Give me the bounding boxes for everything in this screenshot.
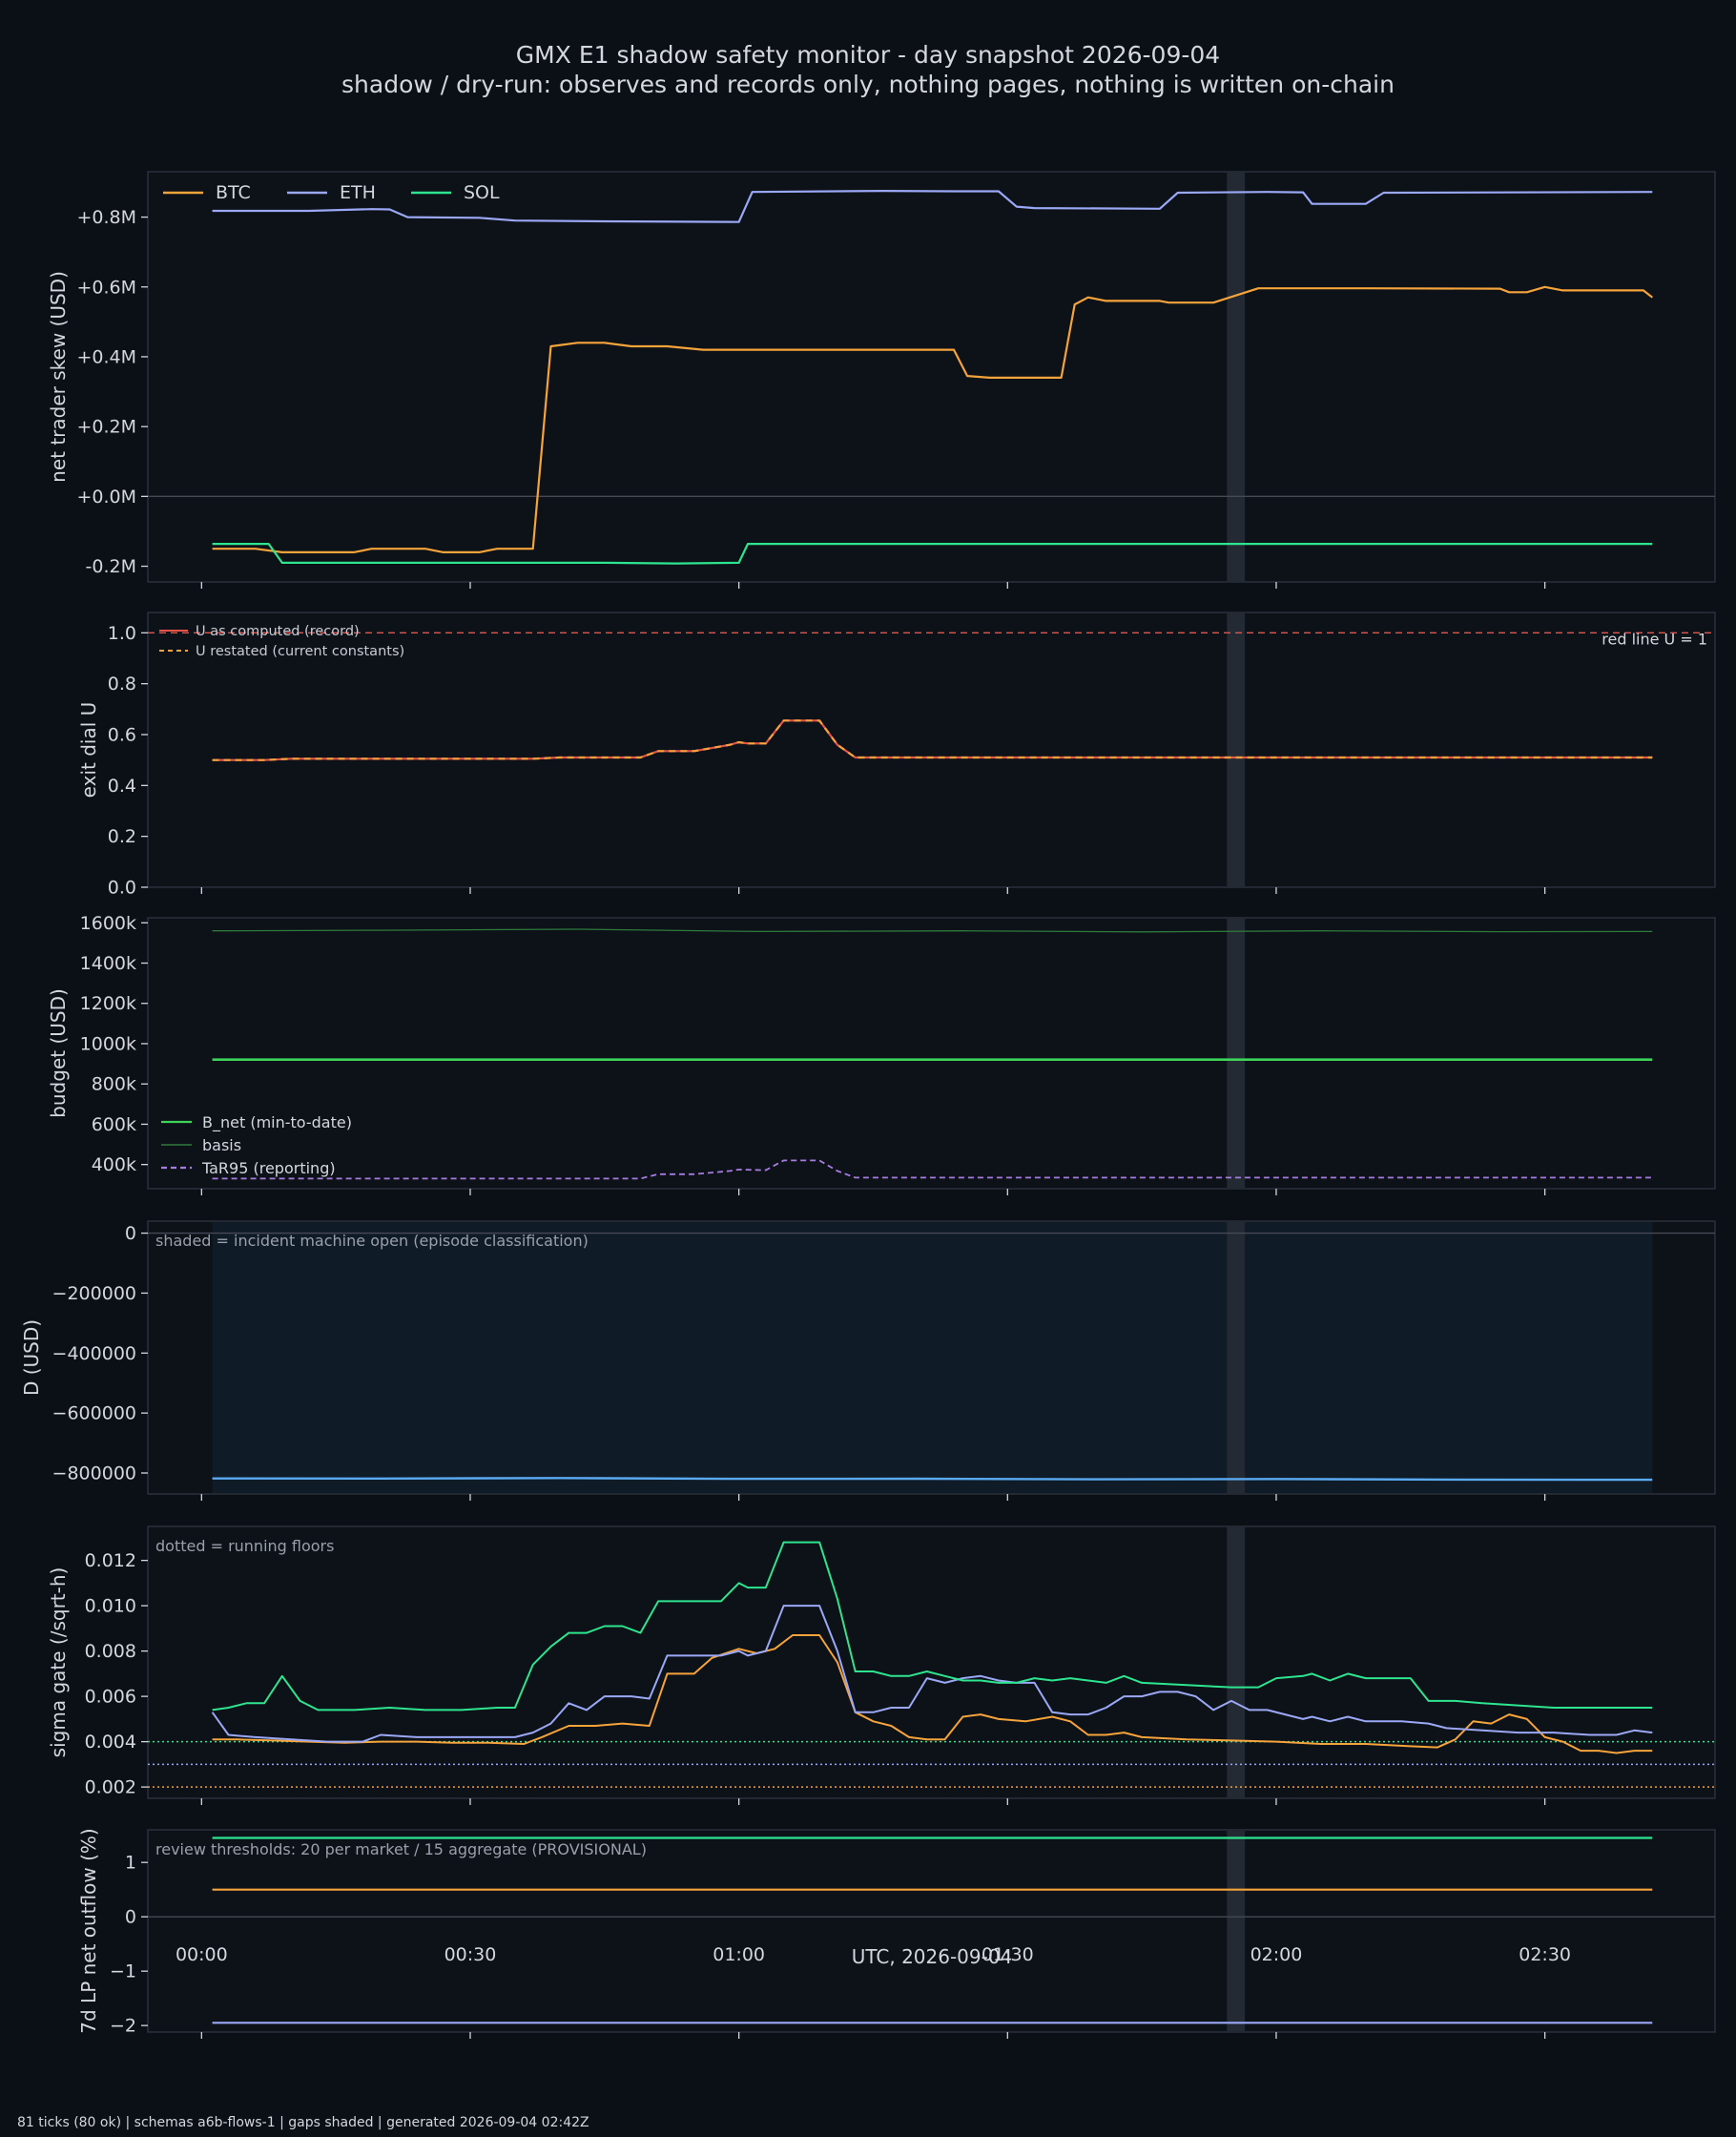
- panel-sigma: 0.012 0.010 0.008 0.006 0.004 0.002 sigma gate…: [47, 1525, 1716, 1805]
- series-line-btc: [212, 285, 1653, 553]
- y-tick-label: 0.012: [85, 1550, 136, 1571]
- legend-label: BTC: [216, 182, 251, 203]
- y-tick-label: −400000: [52, 1343, 136, 1364]
- gap-band: [1227, 1831, 1246, 2031]
- y-tick-label: +0.6M: [76, 277, 136, 298]
- plot-area: [147, 1525, 1716, 1799]
- x-tick-label: 02:00: [1250, 1944, 1303, 1965]
- y-tick-label: 400k: [92, 1154, 136, 1175]
- panel-exit: 1.0 0.8 0.6 0.4 0.2 0.0 exit dial U red line U …: [77, 612, 1716, 899]
- y-tick-label: 0.0: [108, 878, 136, 899]
- gap-band: [1227, 1222, 1246, 1493]
- y-tick-label: −600000: [52, 1403, 136, 1424]
- y-tick-label: 0.006: [85, 1687, 136, 1708]
- legend-label: U restated (current constants): [196, 644, 404, 659]
- series-line-sol: [212, 1541, 1653, 1712]
- y-tick-label: 0.8: [108, 674, 136, 695]
- x-tick-label: 01:30: [982, 1944, 1034, 1965]
- plot-area: [147, 1829, 1716, 2033]
- plot-area: [147, 612, 1716, 888]
- panel-drawdown: 0 −200000 −400000 −600000 −800000 D (USD) shad…: [20, 1220, 1716, 1501]
- y-tick-label: 0.4: [108, 776, 136, 797]
- panels: +0.8M +0.6M +0.4M +0.2M +0.0M -0.2M net trader…: [20, 171, 1716, 2039]
- y-tick-label: 0.004: [85, 1732, 136, 1753]
- y-tick-label: +0.2M: [76, 417, 136, 438]
- y-axis-label: 7d LP net outflow (%): [77, 1828, 100, 2033]
- y-tick-label: 600k: [92, 1114, 136, 1135]
- panel-note: review thresholds: 20 per market / 15 ag…: [155, 1840, 647, 1858]
- panel-budget: 1600k 1400k 1200k 1000k 800k 600k 400k budget (…: [47, 913, 1716, 1195]
- panel-note: dotted = running floors: [155, 1537, 334, 1555]
- legend: B_net (min-to-date) basis TaR95 (reporting…: [161, 1113, 352, 1177]
- series-line-tar95-reporting-: [212, 1159, 1653, 1180]
- series-line-basis: [212, 928, 1653, 933]
- y-tick-label: −200000: [52, 1283, 136, 1304]
- y-tick-label: 0.010: [85, 1596, 136, 1617]
- x-tick-label: 01:00: [713, 1944, 765, 1965]
- threshold-annotation: red line U = 1: [1602, 630, 1707, 648]
- y-tick-label: 800k: [92, 1074, 136, 1095]
- y-tick-label: −2: [110, 2016, 136, 2037]
- plot-area: [147, 171, 1716, 583]
- legend-label: U as computed (record): [196, 624, 360, 639]
- y-tick-label: −1: [110, 1961, 136, 1982]
- panel-note: shaded = incident machine open (episode …: [155, 1232, 589, 1250]
- y-tick-label: 1.0: [108, 623, 136, 644]
- y-tick-label: +0.8M: [76, 207, 136, 228]
- gap-band: [1227, 1527, 1246, 1797]
- x-axis-label: UTC, 2026-09-04: [852, 1945, 1013, 1968]
- legend-label: ETH: [340, 182, 376, 203]
- y-axis-label: D (USD): [20, 1319, 43, 1396]
- y-tick-label: 0.002: [85, 1777, 136, 1798]
- y-tick-label: 0: [125, 1223, 136, 1244]
- y-tick-label: −800000: [52, 1463, 136, 1484]
- legend-label: TaR95 (reporting): [201, 1159, 336, 1177]
- x-axis: 00:00 00:30 01:00 01:30 02:00 02:30: [176, 1944, 1571, 1965]
- y-tick-label: -0.2M: [86, 556, 136, 577]
- series-line-eth: [211, 1605, 1653, 1743]
- series-line-btc: [212, 1634, 1653, 1754]
- x-tick-label: 00:30: [444, 1944, 497, 1965]
- legend: U as computed (record) U restated (curren…: [159, 624, 404, 659]
- panel-skew: +0.8M +0.6M +0.4M +0.2M +0.0M -0.2M net trader…: [47, 171, 1716, 589]
- y-axis-label: sigma gate (/sqrt-h): [47, 1567, 70, 1758]
- footer-status: 81 ticks (80 ok) | schemas a6b-flows-1 |…: [17, 2115, 589, 2130]
- y-tick-label: 1000k: [80, 1033, 136, 1054]
- gap-band: [1227, 613, 1246, 886]
- panel-lp: 1 0 −1 −2 7d LP net outflow (%) review thresh…: [77, 1828, 1716, 2039]
- figure-subtitle: shadow / dry-run: observes and records o…: [341, 71, 1395, 98]
- y-tick-label: 0.008: [85, 1641, 136, 1662]
- y-tick-label: +0.4M: [76, 346, 136, 367]
- x-tick-label: 00:00: [176, 1944, 228, 1965]
- gap-band: [1227, 173, 1246, 581]
- series-line-sol: [212, 543, 1653, 565]
- series-line-u-restated-current-constants-: [212, 719, 1653, 761]
- gap-band: [1227, 919, 1246, 1188]
- y-tick-label: 1: [125, 1853, 136, 1874]
- y-tick-label: 1600k: [80, 913, 136, 934]
- y-axis-label: net trader skew (USD): [47, 271, 70, 483]
- y-tick-label: 0.2: [108, 826, 136, 847]
- y-tick-label: 0: [125, 1907, 136, 1928]
- y-tick-label: 1200k: [80, 993, 136, 1014]
- y-tick-label: 0.6: [108, 725, 136, 746]
- y-axis-label: exit dial U: [77, 702, 100, 799]
- legend: BTC ETH SOL: [163, 182, 500, 203]
- y-tick-label: 1400k: [80, 953, 136, 974]
- legend-label: basis: [202, 1136, 241, 1154]
- y-tick-label: +0.0M: [76, 487, 136, 508]
- series-line-d: [212, 1477, 1653, 1482]
- x-tick-label: 02:30: [1519, 1944, 1571, 1965]
- y-axis-label: budget (USD): [47, 988, 70, 1118]
- incident-shade: [212, 1222, 1653, 1493]
- legend-label: SOL: [464, 182, 500, 203]
- legend-label: B_net (min-to-date): [202, 1113, 352, 1132]
- figure-title: GMX E1 shadow safety monitor - day snaps…: [516, 41, 1220, 69]
- series-line-eth: [212, 190, 1653, 223]
- plot-area: [147, 917, 1716, 1190]
